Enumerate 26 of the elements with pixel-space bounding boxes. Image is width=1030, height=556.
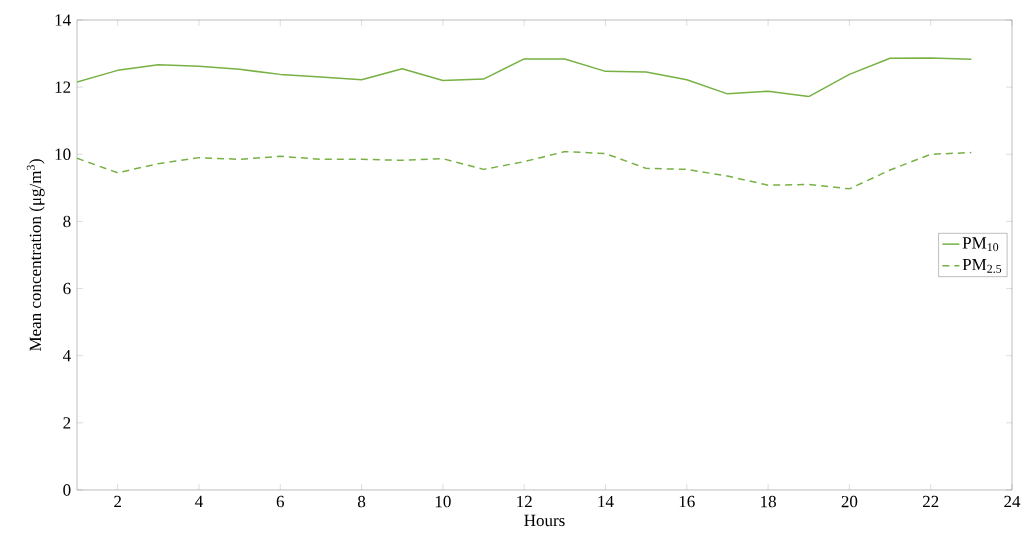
y-tick-label: 6 [63,282,71,295]
x-tick-label: 18 [761,495,776,508]
y-tick-label: 14 [55,14,71,26]
y-tick-label: 0 [63,484,71,496]
line-series [77,150,973,190]
legend-label: PM$_{2.5}$ [962,258,1002,273]
y-tick-label: 8 [63,215,71,228]
y-tick-label: 4 [62,350,71,362]
y-tick-label: 12 [55,81,71,93]
x-tick-label: 16 [679,495,695,508]
y-axis-title: Mean concentration (μg/m$^{3}$) [26,159,45,352]
x-tick-label: 14 [598,495,614,508]
x-tick-label: 12 [517,495,532,508]
x-tick-label: 4 [195,495,203,508]
x-tick-label: 22 [922,495,939,508]
x-tick-label: 6 [276,495,285,508]
x-tick-label: 24 [1004,495,1021,508]
y-tick-label: 10 [55,148,71,161]
x-tick-label: 10 [435,495,451,508]
legend-label: PM$_{10}$ [962,237,999,252]
line-series [77,57,973,98]
x-tick-label: 20 [841,495,858,508]
x-tick-label: 2 [114,495,121,508]
y-tick-label: 2 [63,417,71,429]
x-axis-title: Hours [524,514,565,527]
x-tick-label: 8 [357,495,366,508]
